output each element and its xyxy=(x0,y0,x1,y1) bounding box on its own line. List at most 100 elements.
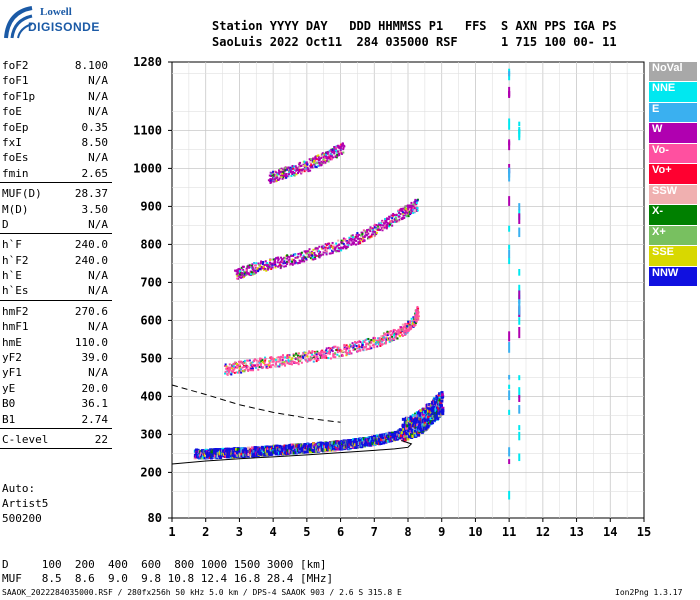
echo-point xyxy=(378,337,381,340)
echo-point xyxy=(389,338,392,341)
echo-point xyxy=(364,231,367,234)
echo-point xyxy=(400,218,403,221)
echo-point xyxy=(304,163,307,166)
echo-point xyxy=(403,216,406,219)
echo-point xyxy=(292,353,295,356)
echo-point xyxy=(307,250,310,253)
echo-point xyxy=(270,181,273,184)
echo-point xyxy=(330,158,333,161)
echo-point xyxy=(402,211,405,214)
echo-point xyxy=(301,171,304,174)
echo-point xyxy=(440,393,444,397)
echo-point xyxy=(402,214,405,217)
echo-point xyxy=(286,254,289,257)
echo-point xyxy=(372,339,375,342)
echo-point xyxy=(268,361,271,364)
echo-point xyxy=(401,423,405,427)
echo-point xyxy=(246,365,249,368)
interference-mark xyxy=(518,375,521,381)
echo-point xyxy=(393,213,396,216)
echo-point xyxy=(318,158,321,161)
echo-point xyxy=(314,164,317,167)
echo-point xyxy=(426,424,430,428)
param-value: 39.0 xyxy=(81,351,109,365)
echo-point xyxy=(270,262,273,265)
echo-point xyxy=(228,363,231,366)
param-row: h`F 240.0 xyxy=(0,237,112,252)
echo-point xyxy=(355,239,358,242)
legend-item: X+ xyxy=(649,225,697,246)
echo-point xyxy=(276,448,280,452)
echo-point xyxy=(385,219,388,222)
echo-point xyxy=(389,220,392,223)
echo-point xyxy=(355,236,358,239)
echo-point xyxy=(404,322,407,325)
echo-point xyxy=(410,201,413,204)
param-value: 20.0 xyxy=(81,381,109,395)
echo-point xyxy=(315,359,318,362)
echo-point xyxy=(277,178,280,181)
echo-point xyxy=(324,243,327,246)
echo-point xyxy=(242,365,245,368)
echo-point xyxy=(336,150,339,153)
echo-point xyxy=(412,203,415,206)
echo-point xyxy=(301,260,304,263)
echo-point xyxy=(293,262,296,265)
echo-point xyxy=(309,169,312,172)
echo-point xyxy=(347,345,350,348)
echo-point xyxy=(227,371,230,374)
echo-point xyxy=(251,365,254,368)
echo-point xyxy=(384,219,387,222)
echo-point xyxy=(398,334,401,337)
echo-point xyxy=(350,243,353,246)
echo-point xyxy=(342,440,346,444)
echo-point xyxy=(248,264,251,267)
echo-point xyxy=(429,411,433,415)
echo-point xyxy=(322,158,325,161)
echo-point xyxy=(241,265,244,268)
echo-point xyxy=(385,217,388,220)
echo-point xyxy=(315,360,318,363)
echo-point xyxy=(260,363,263,366)
echo-point xyxy=(304,256,307,259)
echo-point xyxy=(333,152,336,155)
echo-point xyxy=(364,339,367,342)
echo-point xyxy=(382,227,385,230)
echo-point xyxy=(330,155,333,158)
echo-point xyxy=(272,178,275,181)
echo-point xyxy=(250,446,254,450)
echo-point xyxy=(272,176,275,179)
echo-point xyxy=(374,231,377,234)
echo-point xyxy=(409,320,412,323)
echo-point xyxy=(282,174,285,177)
echo-point xyxy=(326,159,329,162)
echo-point xyxy=(230,371,233,374)
echo-point xyxy=(320,163,323,166)
echo-point xyxy=(238,267,241,270)
echo-point xyxy=(272,363,275,366)
echo-point xyxy=(371,227,374,230)
param-row: h`Es N/A xyxy=(0,283,112,298)
echo-point xyxy=(237,365,240,368)
echo-point xyxy=(438,394,442,398)
echo-point xyxy=(302,357,305,360)
y-tick-label: 80 xyxy=(148,511,162,525)
echo-point xyxy=(401,212,404,215)
interference-mark xyxy=(508,384,511,389)
echo-point xyxy=(329,357,332,360)
echo-point xyxy=(326,152,329,155)
echo-point xyxy=(309,166,312,169)
echo-point xyxy=(420,428,424,432)
echo-point xyxy=(238,368,241,371)
echo-point xyxy=(232,365,235,368)
echo-point xyxy=(399,435,403,439)
echo-point xyxy=(310,358,313,361)
echo-point xyxy=(306,360,309,363)
echo-point xyxy=(386,338,389,341)
echo-point xyxy=(265,269,268,272)
echo-point xyxy=(400,326,403,329)
echo-point xyxy=(406,431,410,435)
echo-point xyxy=(424,423,428,427)
echo-point xyxy=(286,168,289,171)
echo-point xyxy=(274,362,277,365)
